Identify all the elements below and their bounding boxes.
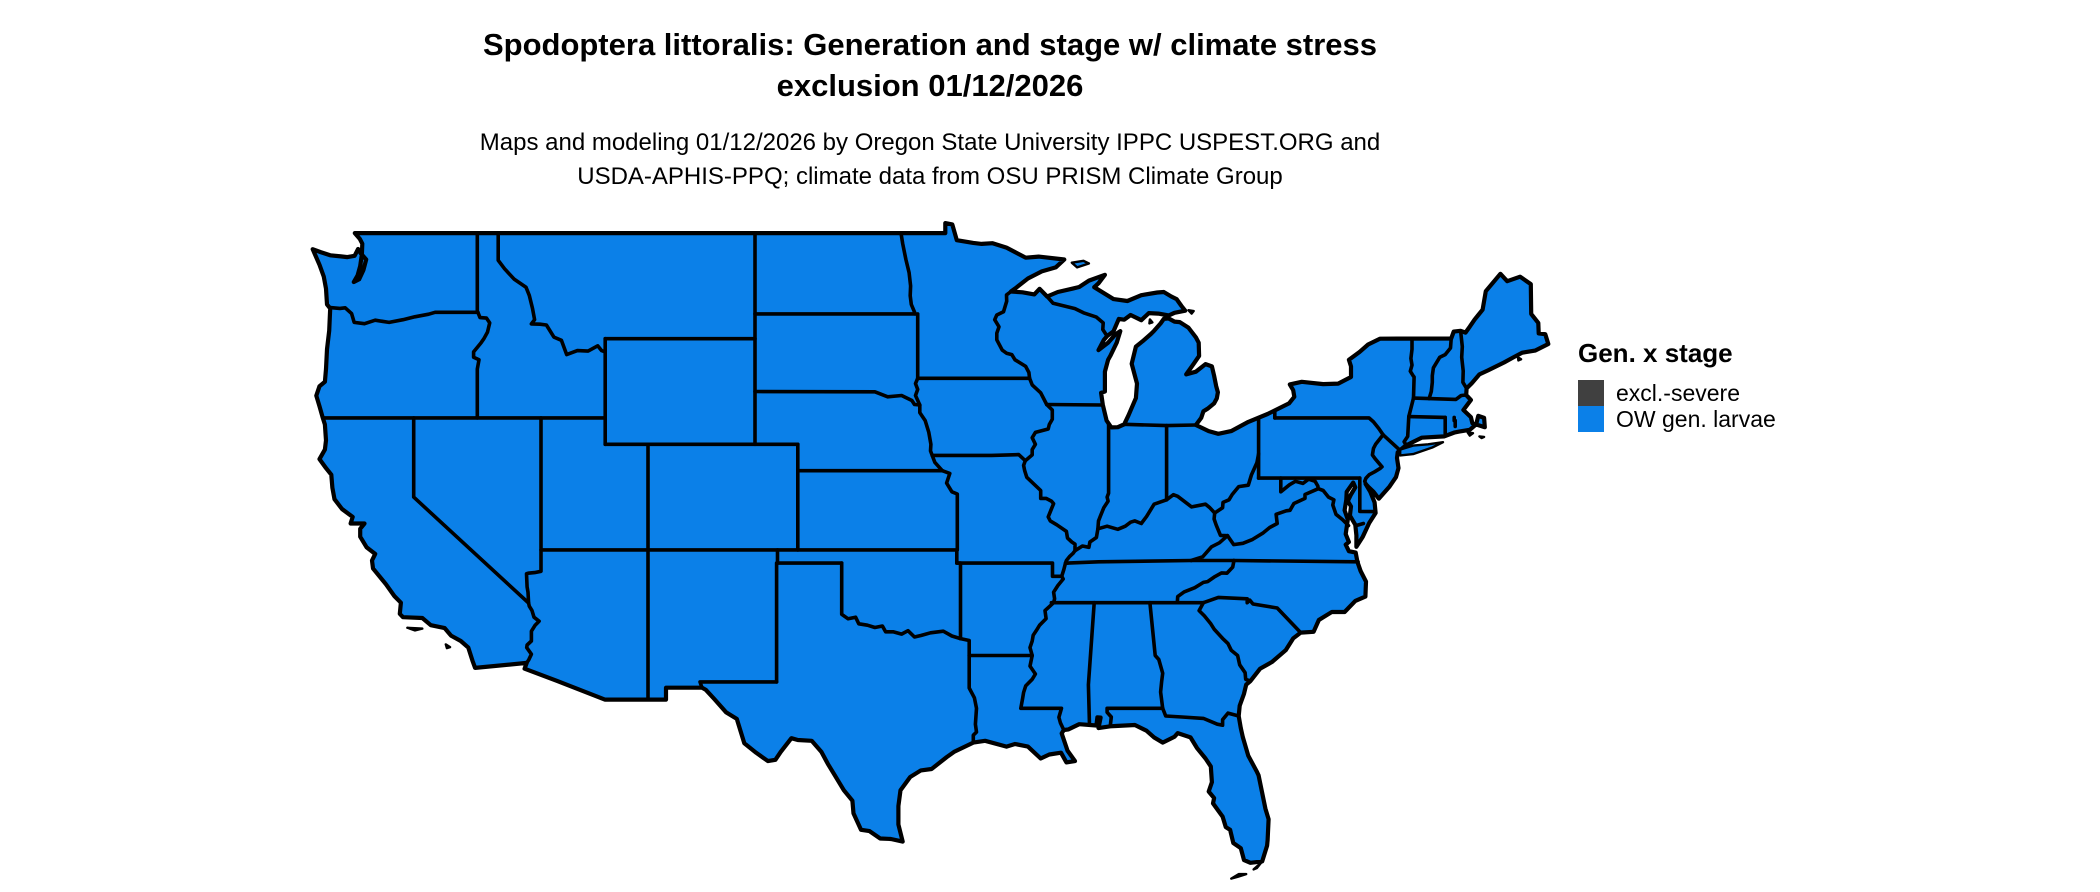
island-channel-islands-north (406, 626, 424, 632)
figure-title: Spodoptera littoralis: Generation and st… (0, 24, 1860, 106)
state-border-pa-ny (1273, 416, 1385, 437)
state-border-de-md (1358, 476, 1378, 514)
legend-label: OW gen. larvae (1616, 405, 1776, 432)
figure-subtitle: Maps and modeling 01/12/2026 by Oregon S… (0, 126, 1860, 194)
legend-item-excl-severe: excl.-severe (1578, 380, 1776, 406)
figure-subtitle-line2: USDA-APHIS-PPQ; climate data from OSU PR… (577, 163, 1283, 190)
legend: Gen. x stage excl.-severe OW gen. larvae (1578, 338, 1776, 432)
island-florida-keys-lower (1230, 872, 1248, 880)
state-border-nj-pa-de (1362, 433, 1385, 486)
state-border-il-in-wabash (1096, 422, 1111, 531)
state-border-al-ms (1086, 600, 1096, 727)
figure-subtitle-line1: Maps and modeling 01/12/2026 by Oregon S… (479, 129, 1381, 156)
state-border-ga-fl (1160, 706, 1241, 727)
state-border-mississippi-river-south (1019, 574, 1066, 732)
state-border-ny-nj (1381, 433, 1401, 452)
figure-title-line1: Spodoptera littoralis: Generation and st… (482, 27, 1378, 62)
state-border-wa-or (328, 305, 480, 326)
state-border-ia-mo (930, 452, 1028, 463)
state-border-mi-wi (1045, 294, 1109, 338)
state-border-tx-ok-red-river (839, 561, 963, 641)
state-border-md-va-delmarva (1354, 521, 1366, 528)
island-catalina-island (444, 643, 452, 650)
state-border-nd-mn (899, 231, 918, 316)
island-mount-desert-island (1516, 356, 1523, 362)
island-nantucket (1478, 435, 1486, 440)
state-border-or-id (471, 310, 492, 420)
us-conus-map (310, 221, 1551, 880)
state-border-md-potomac (1279, 476, 1351, 528)
figure-header: Spodoptera littoralis: Generation and st… (0, 24, 1860, 194)
state-border-mi-south (1122, 422, 1198, 428)
state-border-ct-ma (1407, 414, 1447, 420)
state-border-ga-al (1148, 600, 1165, 711)
state-border-ny-vt-ma-ct (1402, 336, 1416, 447)
state-border-ne-east-sd-south (753, 389, 945, 473)
legend-label: excl.-severe (1616, 379, 1740, 406)
state-border-tx-ar-la (958, 636, 979, 745)
legend-swatch-excl-severe (1578, 380, 1604, 406)
island-florida-keys-upper (1252, 861, 1263, 871)
state-border-ga-sc (1197, 600, 1253, 683)
island-isle-royale (1070, 259, 1091, 269)
state-border-al-fl (1105, 706, 1165, 728)
state-border-ri-ma (1452, 415, 1457, 429)
legend-title: Gen. x stage (1578, 338, 1733, 368)
state-border-wv-va (1189, 486, 1321, 563)
island-long-island (1399, 441, 1445, 457)
island-beaver-island (1148, 318, 1154, 325)
state-border-id-mt (496, 231, 607, 357)
island-drummond-island (1187, 309, 1195, 315)
state-border-sd-mn-ia (913, 312, 922, 407)
legend-swatch-ow-gen-larvae (1578, 406, 1604, 432)
state-border-mn-wi-mississippi-il-mo (992, 289, 1077, 565)
state-border-tn-nc (1175, 558, 1236, 605)
state-border-me-nh (1458, 329, 1469, 391)
state-border-nc-sc (1201, 595, 1303, 635)
state-border-wv-oh (1212, 452, 1261, 515)
state-border-ma-north (1411, 393, 1468, 402)
state-border-ks-mo-river (940, 468, 960, 552)
state-border-tx-nm-south (698, 680, 779, 690)
legend-item-ow-gen-larvae: OW gen. larvae (1578, 406, 1776, 432)
state-border-wi-il (1044, 402, 1105, 407)
state-border-vt-nh (1427, 336, 1453, 401)
conus-outline (310, 221, 1551, 865)
state-border-nv-ut-az (524, 416, 543, 605)
island-marthas-vineyard (1466, 431, 1475, 437)
figure-title-line2: exclusion 01/12/2026 (776, 68, 1084, 103)
